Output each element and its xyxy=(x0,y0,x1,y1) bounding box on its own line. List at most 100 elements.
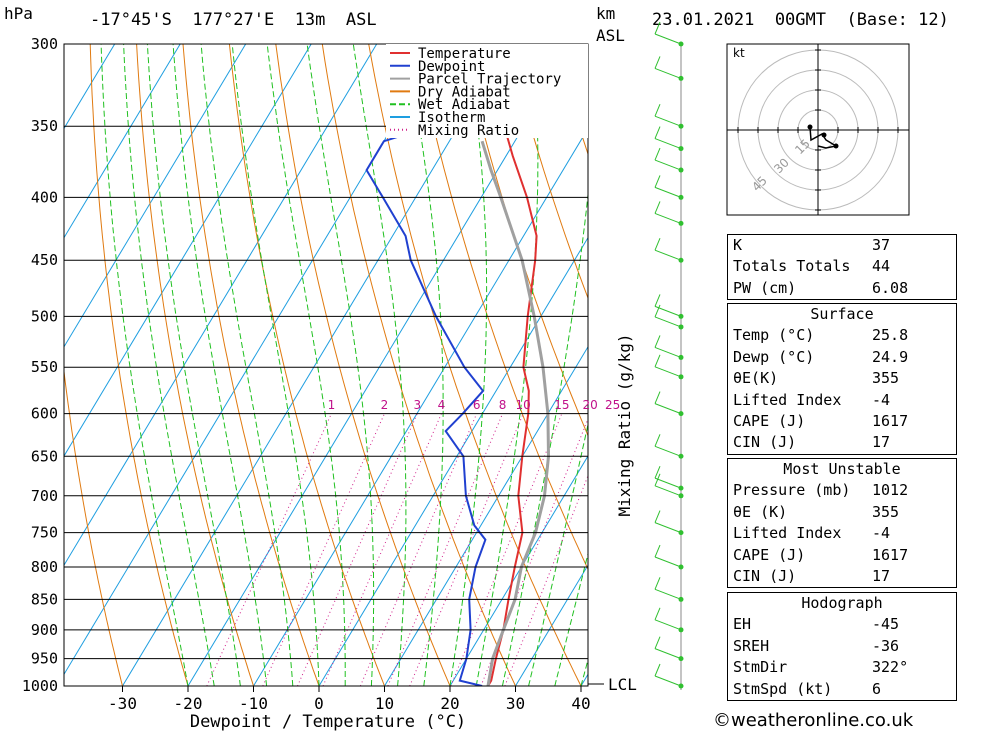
index-value: 44 xyxy=(872,257,891,276)
surface-label: Lifted Index xyxy=(733,390,842,409)
wind-barb-dot xyxy=(678,596,684,602)
pressure-unit-label: hPa xyxy=(4,4,33,23)
x-axis-label: Dewpoint / Temperature (°C) xyxy=(190,712,466,732)
wind-barb-flag xyxy=(654,473,661,487)
surface-label: Dewp (°C) xyxy=(733,347,815,366)
mixing-ratio-label: 2 xyxy=(381,398,389,412)
wet-adiabat-line xyxy=(352,44,407,686)
wind-barb-flag xyxy=(654,465,661,479)
dry-adiabat-line xyxy=(321,44,516,686)
most-unstable-value: 1012 xyxy=(872,481,909,500)
isotherm-line xyxy=(449,455,588,686)
wind-barb-dot xyxy=(678,75,684,81)
wind-barb xyxy=(654,366,682,378)
wind-barb xyxy=(654,485,682,497)
legend-entry: Parcel Trajectory xyxy=(418,72,561,88)
x-tick-label: 20 xyxy=(440,694,459,713)
wind-barb-dot xyxy=(678,453,684,459)
most-unstable-row: Lifted Index -4 xyxy=(728,523,956,544)
legend-entry: Isotherm xyxy=(418,110,485,126)
mixing-ratio-label: 8 xyxy=(499,398,507,412)
wind-barb-flag xyxy=(654,434,661,447)
mixing-ratio-line xyxy=(322,413,442,686)
wind-barb xyxy=(654,115,682,127)
dry-adiabat-line xyxy=(507,44,588,300)
wind-barb-dot xyxy=(678,167,684,173)
legend-entry: Wet Adiabat xyxy=(418,97,511,113)
most-unstable-title: Most Unstable xyxy=(783,460,901,478)
wind-barb-flag xyxy=(654,238,661,251)
pressure-tick-label: 750 xyxy=(31,524,58,542)
wind-barb xyxy=(654,556,682,568)
hodograph-row: StmDir 322° xyxy=(728,657,956,678)
hodograph-value: -36 xyxy=(872,636,900,655)
wet-adiabat-line xyxy=(449,44,488,686)
surface-label: Temp (°C) xyxy=(733,326,815,345)
wind-barb-flag xyxy=(654,510,661,523)
surface-value: 355 xyxy=(872,369,900,388)
wind-barb-dot xyxy=(678,530,684,536)
wind-barb-dot xyxy=(678,257,684,263)
surface-table: Surface Temp (°C) 25.8 Dewp (°C) 24.9 θE(K) 3… xyxy=(727,303,957,455)
mixing-ratio-line xyxy=(297,413,418,686)
hodograph-point xyxy=(821,132,827,138)
hodograph-unit-label: kt xyxy=(733,46,745,60)
surface-row: CAPE (J) 1617 xyxy=(728,411,956,432)
isotherm-line xyxy=(318,236,588,686)
wet-adiabat-line xyxy=(172,44,268,686)
x-tick-label: 0 xyxy=(314,694,324,713)
most-unstable-row: Pressure (mb) 1012 xyxy=(728,480,956,501)
wet-adiabat-line xyxy=(475,44,539,686)
km-label: km xyxy=(596,4,616,23)
surface-row: CIN (J) 17 xyxy=(728,432,956,453)
index-label: K xyxy=(733,236,743,254)
hodograph-row: StmSpd (kt) 6 xyxy=(728,679,956,700)
hodograph-label: SREH xyxy=(733,636,770,655)
hodograph-point xyxy=(833,143,839,149)
dry-adiabat-line xyxy=(368,44,582,686)
wind-barb-flag xyxy=(654,175,661,188)
wind-barb xyxy=(654,403,682,415)
pressure-tick-label: 650 xyxy=(31,447,58,465)
pressure-tick-label: 400 xyxy=(31,188,58,206)
wind-barb-dot xyxy=(678,123,684,129)
mixing-ratio-line xyxy=(206,413,332,686)
wind-barb-dot xyxy=(678,493,684,499)
wind-barb-flag xyxy=(654,126,661,139)
hodograph-value: -45 xyxy=(872,615,900,634)
wind-barb-flag xyxy=(654,663,661,677)
pressure-tick-label: 300 xyxy=(31,35,58,53)
wind-barb-flag xyxy=(654,201,661,214)
wind-barb xyxy=(654,648,682,660)
surface-value: -4 xyxy=(872,390,891,409)
hodograph-table-title: Hodograph xyxy=(801,594,883,612)
isotherm-line xyxy=(187,44,574,686)
hodograph-trace xyxy=(809,126,839,149)
legend-entry: Dry Adiabat xyxy=(418,84,511,100)
dry-adiabat-line xyxy=(275,44,451,686)
mixing-ratio-label: 3 xyxy=(413,398,421,412)
wind-barb-dot xyxy=(678,627,684,633)
index-row: K 37 xyxy=(728,235,956,256)
hodograph-value: 6 xyxy=(872,679,882,698)
legend-box xyxy=(386,44,588,138)
legend-entry: Dewpoint xyxy=(418,59,485,75)
wind-barb-flag xyxy=(654,544,661,558)
hodograph-table: Hodograph EH -45 SREH -36 StmDir 322° StmSpd (… xyxy=(727,592,957,701)
wind-barb xyxy=(654,212,682,224)
wind-barb xyxy=(654,619,682,631)
most-unstable-value: 1617 xyxy=(872,545,909,564)
pressure-tick-label: 800 xyxy=(31,558,58,576)
hodograph-label: EH xyxy=(733,615,752,634)
surface-value: 25.8 xyxy=(872,326,909,345)
wind-barb-flag xyxy=(654,607,661,621)
pressure-tick-label: 500 xyxy=(31,307,58,325)
wind-barb xyxy=(654,33,682,45)
pressure-tick-label: 350 xyxy=(31,117,58,135)
isotherm-line xyxy=(64,44,181,239)
isotherm-line xyxy=(253,127,588,686)
hodograph-value: 322° xyxy=(872,658,909,677)
surface-value: 24.9 xyxy=(872,347,909,366)
most-unstable-value: -4 xyxy=(872,524,891,543)
most-unstable-value: 355 xyxy=(872,502,900,521)
